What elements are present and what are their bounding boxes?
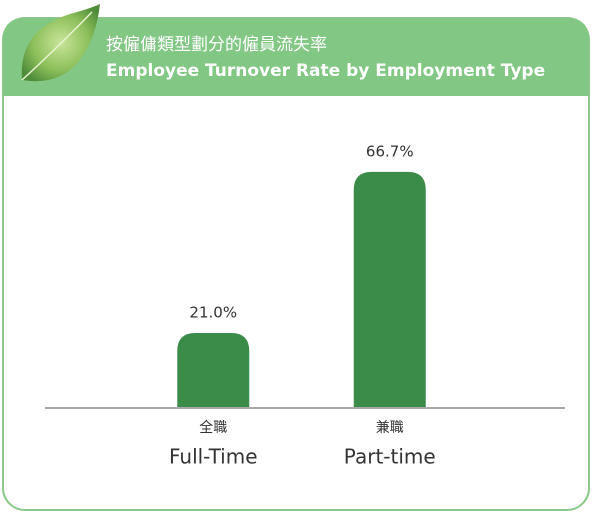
chart-subtitle: Employee Turnover Rate by Employment Typ… bbox=[106, 61, 545, 81]
bar bbox=[177, 332, 250, 407]
value-label: 66.7% bbox=[366, 142, 414, 160]
x-tick-label: Full-Time bbox=[169, 445, 258, 469]
x-tick-label: Part-time bbox=[344, 445, 436, 469]
bar bbox=[353, 171, 426, 407]
x-tick-label-zh: 全職 bbox=[199, 419, 227, 436]
value-label: 21.0% bbox=[189, 303, 237, 321]
header-band bbox=[3, 18, 589, 96]
x-tick-label-zh: 兼職 bbox=[376, 420, 404, 436]
leaf-vein bbox=[21, 11, 93, 81]
chart-title: 按僱傭類型劃分的僱員流失率 bbox=[106, 35, 327, 55]
